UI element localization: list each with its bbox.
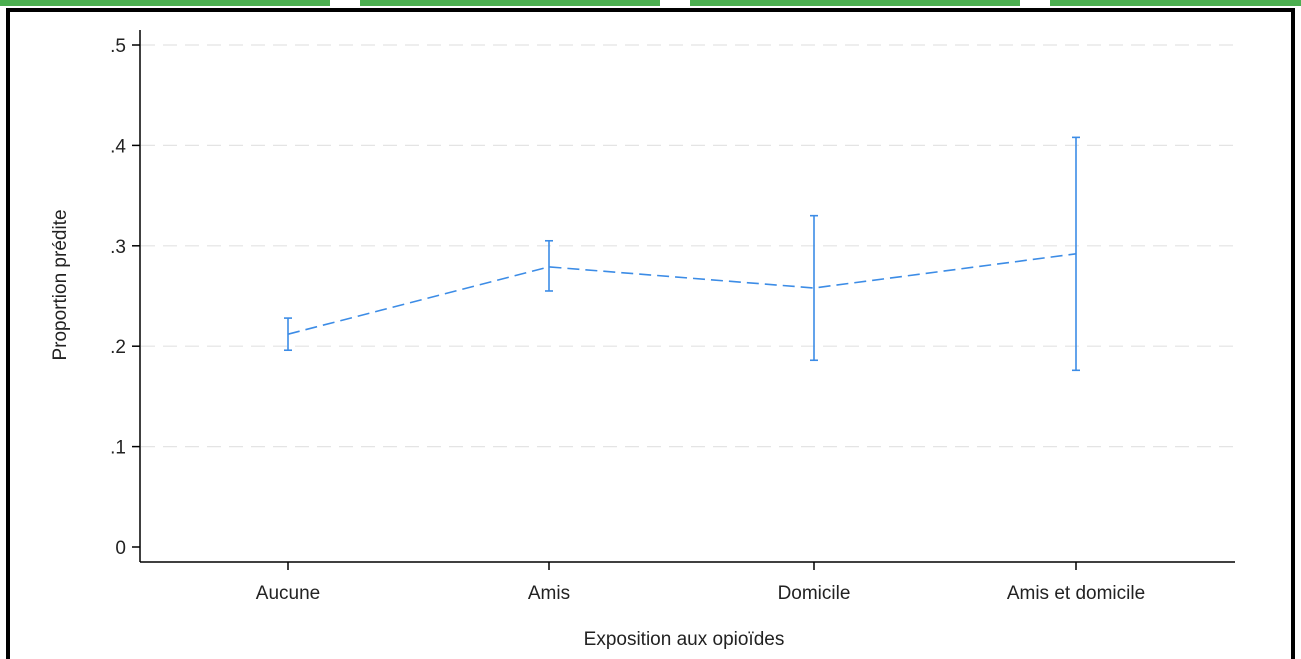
confidence-intervals xyxy=(284,136,1080,372)
x-tick-label-3: Amis et domicile xyxy=(1007,583,1145,604)
series-line xyxy=(287,253,1077,335)
y-tick-label-5: .5 xyxy=(110,36,126,57)
top-band-left xyxy=(0,0,330,6)
y-tick-label-1: .1 xyxy=(110,438,126,459)
top-strip xyxy=(0,0,1301,8)
top-band-mid-left xyxy=(360,0,660,6)
x-tick-label-0: Aucune xyxy=(256,583,320,604)
gridlines xyxy=(141,44,1235,448)
x-tick-label-2: Domicile xyxy=(778,583,851,604)
chart-frame xyxy=(6,8,1295,659)
y-axis-title: Proportion prédite xyxy=(50,209,71,360)
y-tick-label-3: .3 xyxy=(110,237,126,258)
y-tick-label-2: .2 xyxy=(110,337,126,358)
axes xyxy=(132,30,1235,570)
y-tick-label-4: .4 xyxy=(110,136,126,157)
x-tick-label-1: Amis xyxy=(528,583,570,604)
top-band-mid-right xyxy=(690,0,1020,6)
x-axis-title: Exposition aux opioïdes xyxy=(584,629,785,650)
top-band-right xyxy=(1050,0,1301,6)
tick-labels: 0 .1 .2 .3 .4 .5 Aucune Amis Domicile Amis et dom… xyxy=(110,36,1145,604)
y-tick-label-0: 0 xyxy=(115,538,126,559)
series-line-0 xyxy=(287,253,1077,335)
